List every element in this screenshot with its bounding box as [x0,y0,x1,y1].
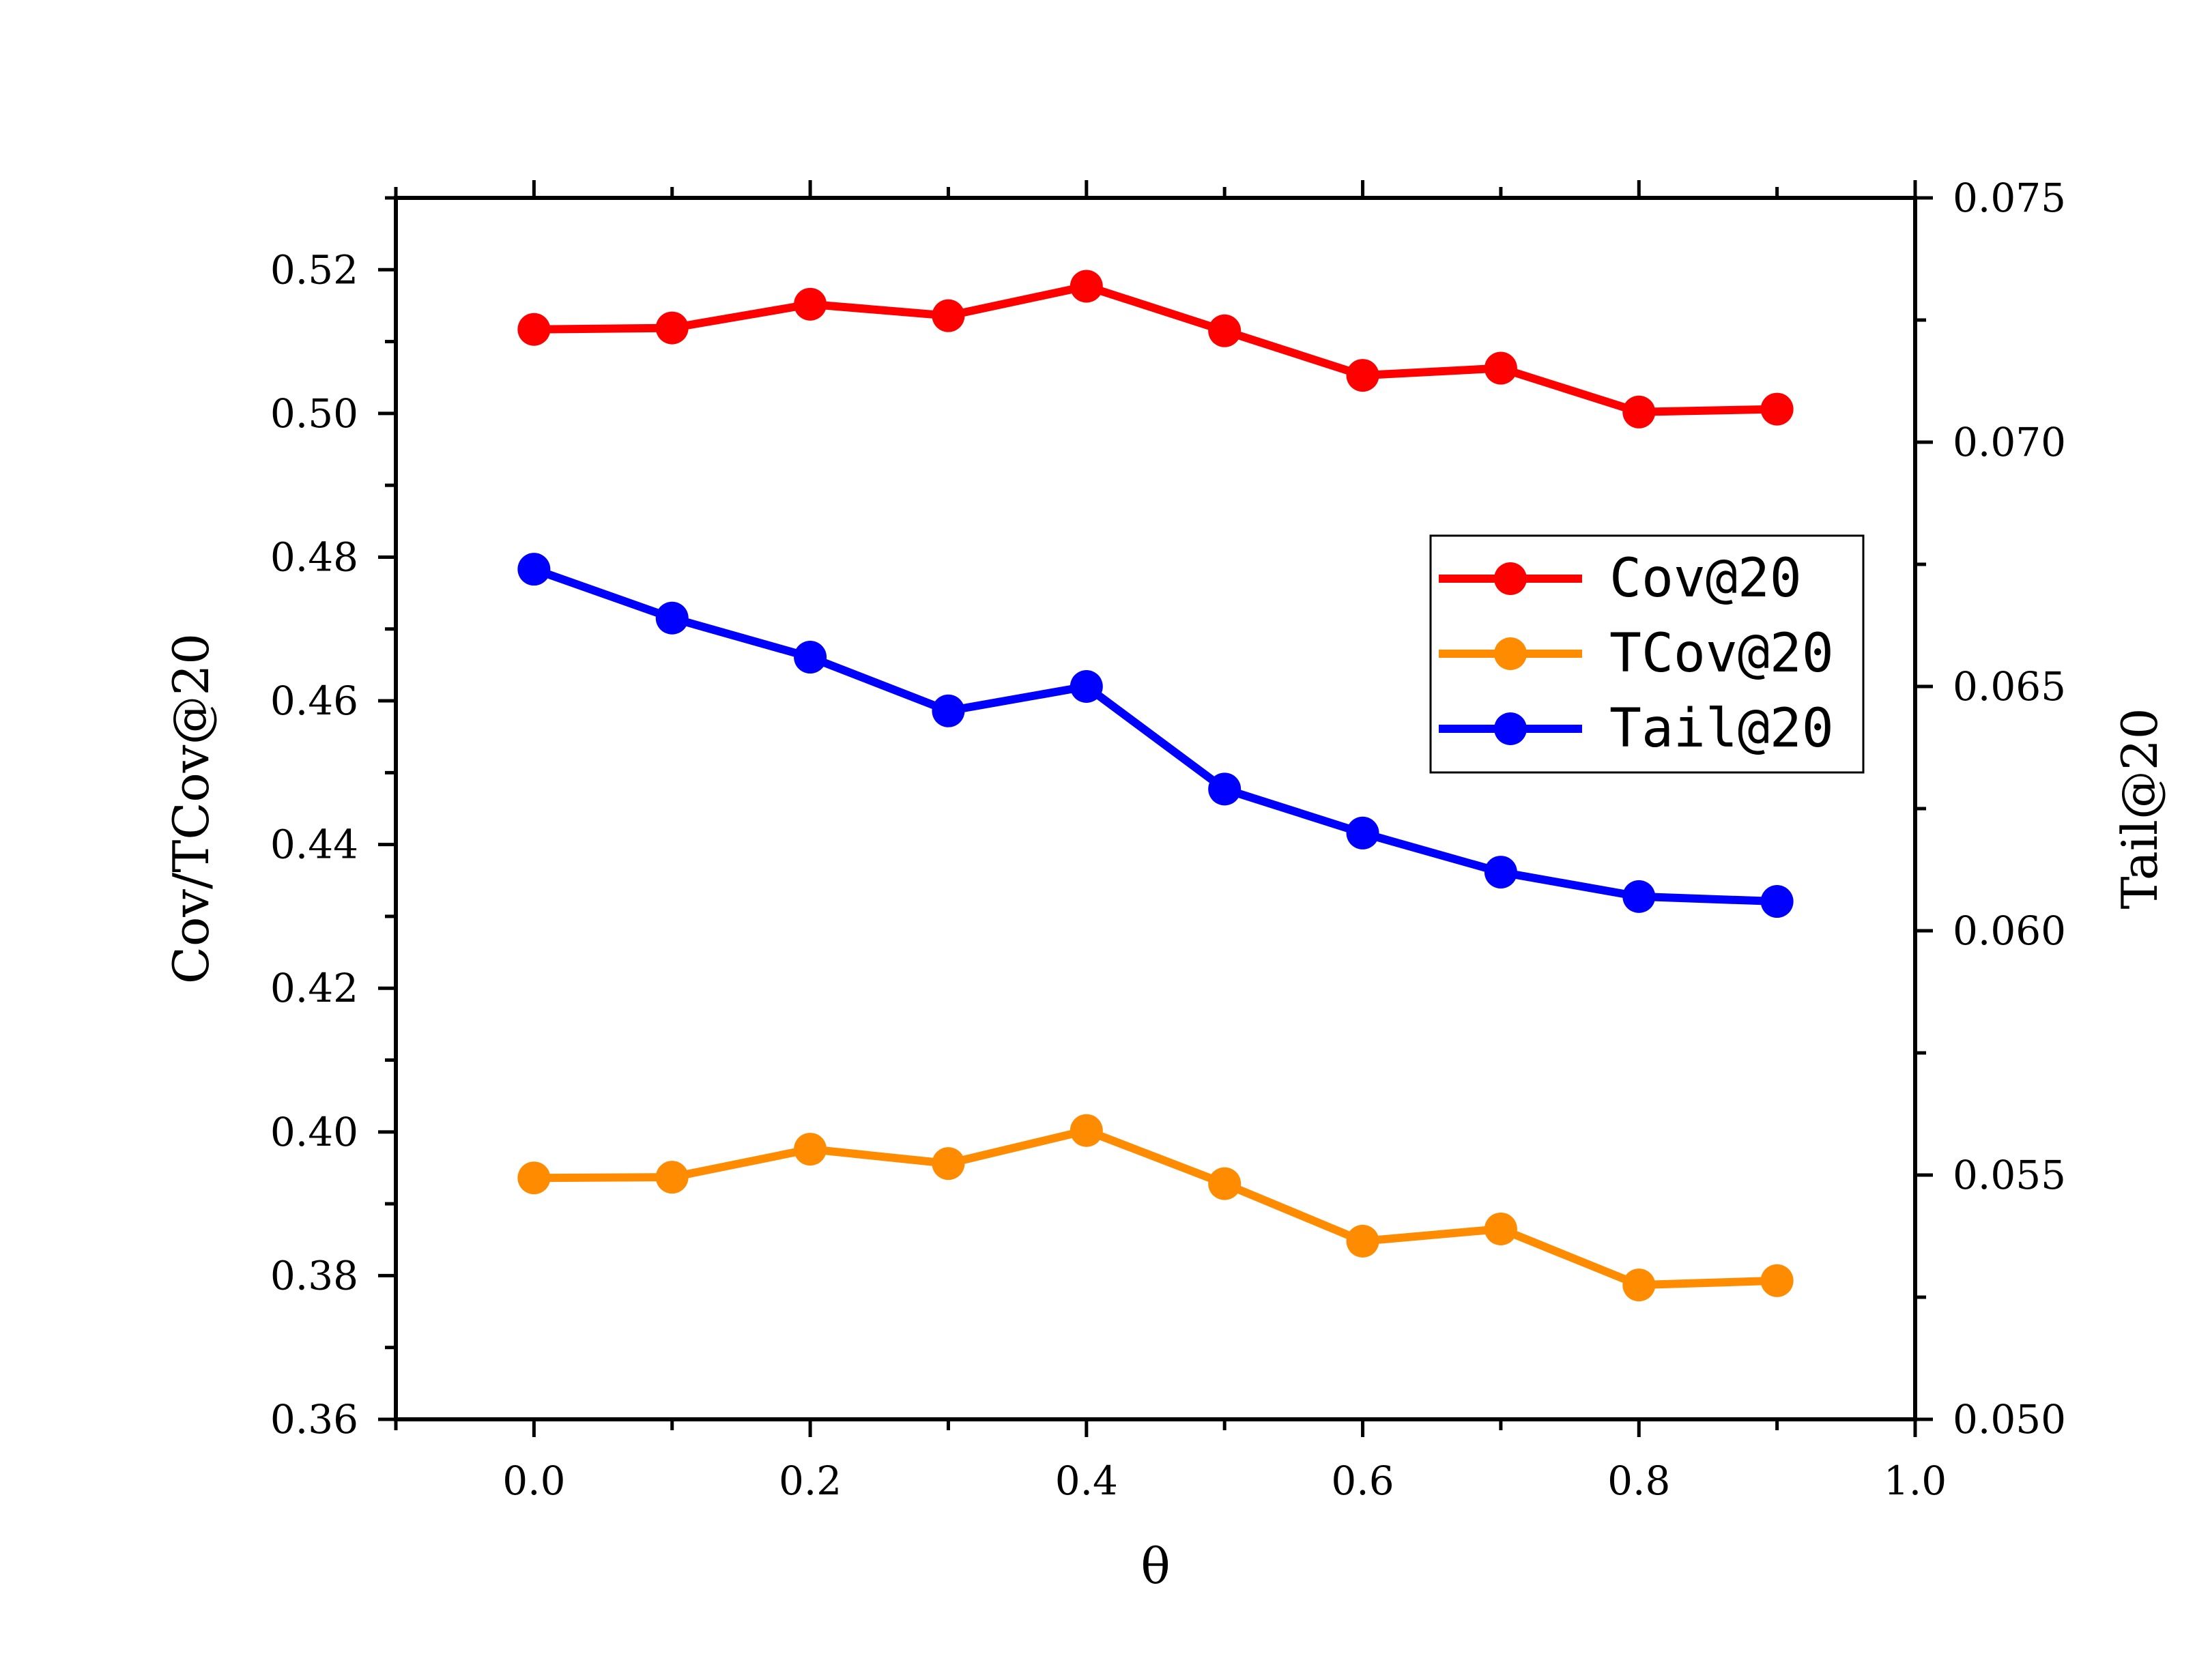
data-point-cov-20 [1346,359,1379,392]
y-left-tick-label: 0.44 [270,822,358,868]
y-left-tick-label: 0.50 [270,390,358,437]
y-right-tick-label: 0.070 [1953,419,2066,465]
x-tick-label: 0.4 [1055,1458,1118,1504]
data-point-cov-20 [794,287,827,321]
data-point-tail-20 [1346,816,1379,850]
x-tick-label: 0.2 [779,1458,842,1504]
data-point-tail-20 [1484,856,1517,889]
data-point-tail-20 [1208,772,1242,806]
data-point-cov-20 [1208,314,1242,347]
x-tick-label: 1.0 [1884,1458,1947,1504]
data-point-tcov-20 [655,1161,689,1194]
y-right-axis-title: Tail@20 [2111,708,2168,909]
legend-swatch-marker-tcov-20 [1494,637,1527,670]
data-point-tail-20 [1070,670,1103,703]
data-point-tail-20 [1622,880,1656,913]
x-tick-label: 0.6 [1331,1458,1394,1504]
series-layer [517,270,1794,1302]
x-ticks: 0.0 0.2 0.4 0.6 0.8 1.0 [394,180,1947,1504]
y-right-tick-label: 0.065 [1953,663,2066,710]
data-point-cov-20 [1760,392,1794,426]
y-left-ticks: 0.36 0.38 0.40 0.42 0.44 0.46 0.48 0.50 0.52 [270,196,396,1443]
x-tick-label: 0.8 [1607,1458,1670,1504]
y-right-tick-label: 0.050 [1953,1396,2066,1443]
series-line-tcov-20 [534,1126,1777,1290]
data-point-tail-20 [932,694,965,727]
data-point-cov-20 [655,311,689,345]
data-point-tcov-20 [794,1133,827,1166]
legend-label-cov-20: Cov@20 [1609,548,1802,609]
axes: 0.0 0.2 0.4 0.6 0.8 1.0 0.360.380.400.420.440… [270,175,2066,1504]
y-left-tick-label: 0.38 [270,1252,358,1299]
y-right-tick-label: 0.060 [1953,908,2066,954]
y-left-tick-label: 0.42 [270,965,358,1011]
y-left-tick-label: 0.46 [270,678,358,724]
data-point-tcov-20 [1622,1269,1656,1302]
data-point-tail-20 [1760,885,1794,918]
data-point-tcov-20 [517,1161,551,1195]
legend-swatch-marker-cov-20 [1494,562,1527,595]
y-right-ticks: 0.050 0.055 0.060 0.065 0.070 0.075 [1915,175,2066,1443]
y-left-tick-label: 0.48 [270,534,358,580]
x-axis-title: θ [1140,1537,1170,1595]
legend: Cov@20 TCov@20 Tail@20 [1429,534,1865,774]
data-point-cov-20 [1622,395,1656,429]
legend-label-tail-20: Tail@20 [1609,698,1834,759]
data-point-cov-20 [932,299,965,332]
legend-swatch-marker-tail-20 [1494,712,1527,745]
data-point-tail-20 [794,641,827,674]
y-right-tick-label: 0.055 [1953,1152,2066,1198]
data-point-cov-20 [517,313,551,346]
legend-label-tcov-20: TCov@20 [1609,623,1834,684]
y-right-tick-label: 0.075 [1953,175,2066,221]
data-point-tail-20 [517,553,551,586]
data-point-cov-20 [1484,351,1517,385]
data-point-tcov-20 [1346,1224,1379,1258]
data-point-cov-20 [1070,270,1103,303]
series-line-cov-20 [534,282,1777,416]
series-line-tail-20 [532,565,1777,906]
y-left-tick-label: 0.40 [270,1109,358,1155]
y-left-tick-label: 0.36 [270,1396,358,1443]
data-point-tcov-20 [932,1147,965,1181]
y-left-tick-label: 0.52 [270,246,358,293]
x-tick-label: 0.0 [502,1458,565,1504]
y-left-axis-title: Cov/TCov@20 [162,633,220,984]
data-point-tcov-20 [1484,1212,1517,1245]
data-point-tcov-20 [1208,1167,1242,1200]
data-point-tcov-20 [1760,1264,1794,1297]
data-point-tcov-20 [1070,1114,1103,1147]
data-point-tail-20 [655,601,689,635]
